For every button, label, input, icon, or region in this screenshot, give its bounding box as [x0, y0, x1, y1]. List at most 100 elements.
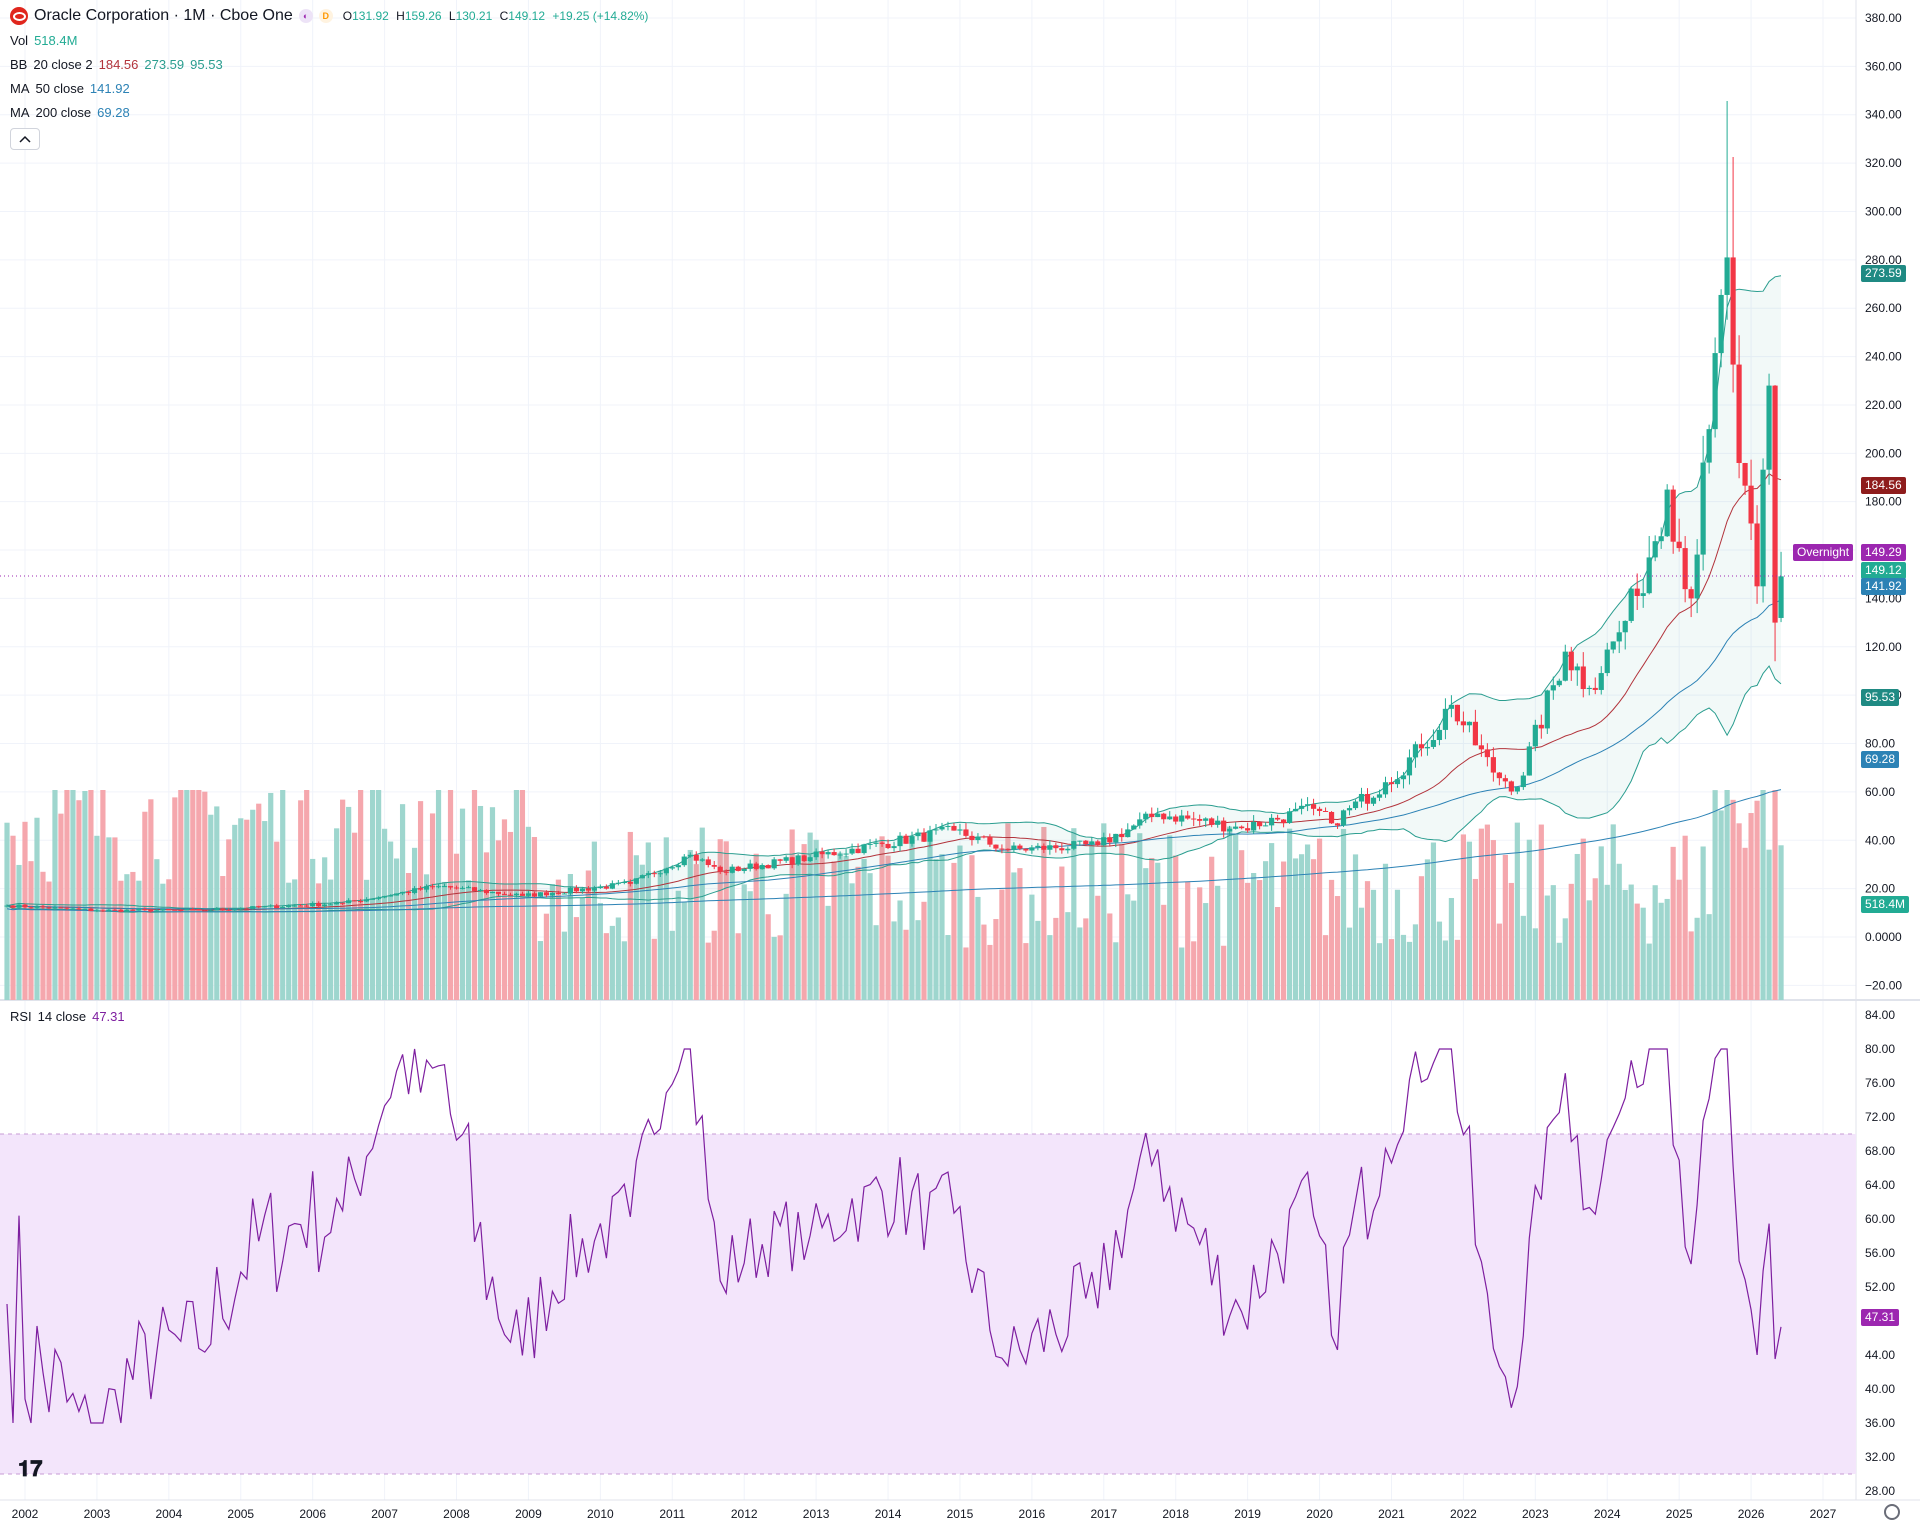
dividend-icon[interactable]: D [318, 9, 333, 23]
volume-bar [1490, 840, 1496, 1000]
candle-body [88, 908, 94, 911]
candle-body [310, 903, 316, 907]
volume-bar [1496, 923, 1502, 1000]
candle-body [34, 906, 40, 908]
volume-bar [531, 837, 538, 1000]
volume-bar [1586, 900, 1592, 1000]
volume-bar [963, 947, 969, 1000]
volume-bar [693, 864, 699, 1000]
tradingview-logo-icon[interactable]: 𝟏𝟕 [18, 1456, 43, 1481]
candle-body [543, 892, 550, 896]
rsi-legend[interactable]: RSI 14 close 47.31 [10, 1009, 125, 1024]
volume-bar [681, 901, 687, 1000]
volume-bar [801, 844, 807, 1000]
candle-body [789, 857, 795, 865]
time-axis-label: 2025 [1666, 1507, 1693, 1521]
volume-bar [1239, 850, 1245, 1000]
ohlc-values: O131.92 H159.26 L130.21 C149.12 +19.25 (… [342, 9, 649, 23]
volume-bar [1125, 894, 1131, 1000]
candle-body [1155, 813, 1161, 818]
volume-bar [429, 813, 436, 1000]
volume-bar [927, 837, 933, 1000]
candle-body [1736, 364, 1742, 463]
candle-body [561, 893, 567, 895]
collapse-legend-button[interactable] [10, 128, 40, 150]
volume-bar [489, 807, 496, 1000]
volume-bar [1730, 799, 1736, 1000]
candle-body [411, 888, 418, 893]
gear-icon[interactable] [1884, 1504, 1900, 1520]
volume-bar [1598, 846, 1604, 1000]
volume-bar [340, 799, 346, 1000]
candle-body [250, 906, 256, 909]
volume-bar [1382, 863, 1389, 1000]
candle-body [1167, 816, 1173, 820]
time-axis-label: 2006 [299, 1507, 326, 1521]
candle-body [1209, 818, 1215, 825]
candle-body [1047, 845, 1053, 850]
candle-body [1682, 548, 1688, 590]
candle-body [46, 907, 52, 909]
candle-body [280, 907, 286, 909]
candle-body [1203, 818, 1209, 821]
candle-body [292, 905, 298, 907]
volume-bar [304, 790, 310, 1000]
candle-body [393, 893, 400, 896]
candle-body [771, 859, 777, 869]
volume-bar [70, 790, 76, 1000]
volume-bar [1634, 903, 1640, 1000]
bb-legend[interactable]: BB 20 close 2 184.56 273.59 95.53 [10, 57, 223, 72]
candle-body [100, 910, 106, 912]
rsi-tag: 47.31 [1861, 1309, 1900, 1326]
candle-body [1730, 257, 1736, 365]
volume-bar [1257, 880, 1263, 1000]
price-axis-label: 40.00 [1865, 833, 1895, 847]
candle-body [202, 910, 208, 912]
candle-body [891, 846, 897, 849]
candle-body [1550, 685, 1556, 691]
volume-bar [879, 836, 885, 1000]
time-axis-label: 2017 [1090, 1507, 1117, 1521]
volume-bar [1346, 927, 1353, 1000]
volume-bar [154, 859, 160, 1000]
volume-bar [64, 790, 70, 1000]
volume-legend[interactable]: Vol 518.4M [10, 33, 78, 48]
candle-body [262, 906, 268, 908]
volume-bar [1562, 918, 1568, 1000]
volume-bar [555, 879, 562, 1000]
volume-bar [1322, 935, 1329, 1000]
price-axis-label: 320.00 [1865, 156, 1902, 170]
volume-bar [897, 900, 903, 1000]
candle-body [639, 875, 645, 879]
ma50-legend[interactable]: MA 50 close 141.92 [10, 81, 130, 96]
candle-body [795, 855, 801, 865]
moon-icon[interactable]: ◐ [298, 9, 313, 23]
candle-body [591, 888, 597, 891]
rsi-axis-label: 84.00 [1865, 1008, 1895, 1022]
volume-bar [543, 913, 550, 1000]
volume-bar [651, 938, 657, 1000]
candle-body [585, 888, 591, 891]
volume-bar [268, 792, 274, 1000]
volume-bar [1005, 823, 1011, 1000]
candle-body [1041, 845, 1047, 850]
candle-body [352, 900, 358, 902]
volume-bar [465, 880, 472, 1000]
ma200-legend[interactable]: MA 200 close 69.28 [10, 105, 130, 120]
volume-bar [981, 924, 987, 1000]
volume-bar [1310, 859, 1317, 1000]
candle-body [945, 825, 951, 827]
volume-bar [1604, 884, 1610, 1000]
candle-body [711, 865, 717, 867]
candle-body [759, 865, 765, 870]
volume-bar [501, 819, 508, 1000]
volume-bar [352, 832, 358, 1000]
volume-bar [88, 790, 94, 1000]
candle-body [160, 909, 166, 911]
symbol-title[interactable]: Oracle Corporation · 1M · Cboe One [34, 7, 293, 24]
volume-bar [1203, 903, 1209, 1000]
volume-bar [999, 889, 1005, 1000]
ma200-tag: 69.28 [1861, 751, 1900, 768]
volume-bar [1526, 839, 1532, 1000]
